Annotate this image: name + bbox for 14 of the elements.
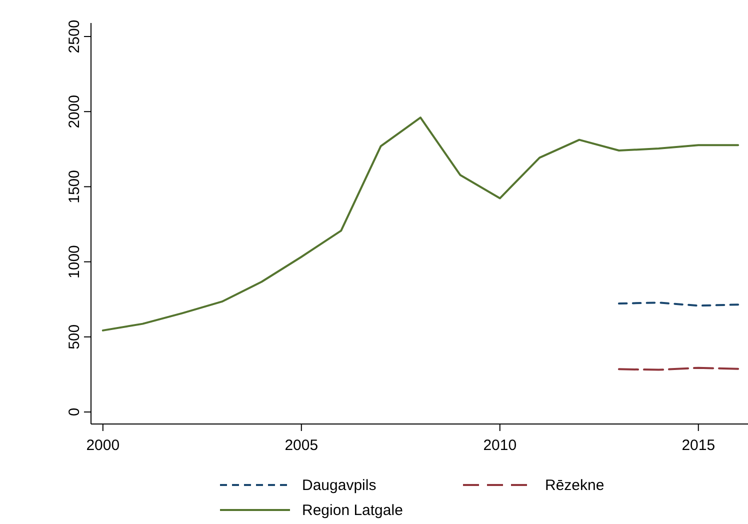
y-tick-label: 2000: [66, 94, 83, 128]
legend-label: Daugavpils: [302, 477, 376, 494]
x-tick-label: 2010: [483, 437, 517, 454]
y-tick-label: 0: [66, 408, 83, 416]
x-tick-label: 2005: [284, 437, 318, 454]
x-tick-label: 2000: [86, 437, 120, 454]
line-series: [102, 116, 740, 332]
y-tick-label: 2500: [66, 20, 83, 54]
y-tick-label: 1500: [66, 170, 83, 204]
y-tick-label: 500: [66, 324, 83, 350]
legend-label: Region Latgale: [302, 502, 403, 519]
x-tick-label: 2015: [682, 437, 716, 454]
y-tick-label: 1000: [66, 245, 83, 278]
legend-label: Rēzekne: [545, 477, 604, 494]
